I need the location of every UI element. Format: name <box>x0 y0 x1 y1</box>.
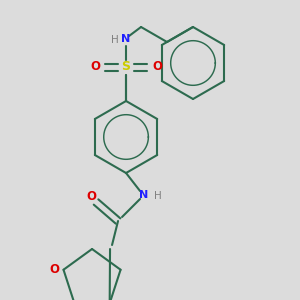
Text: O: O <box>90 61 100 74</box>
Text: O: O <box>86 190 96 203</box>
Text: H: H <box>111 35 119 45</box>
Text: N: N <box>122 34 131 44</box>
Text: S: S <box>122 61 130 74</box>
Text: O: O <box>50 263 59 276</box>
Text: N: N <box>140 190 149 200</box>
Text: H: H <box>154 191 162 201</box>
Text: O: O <box>152 61 162 74</box>
